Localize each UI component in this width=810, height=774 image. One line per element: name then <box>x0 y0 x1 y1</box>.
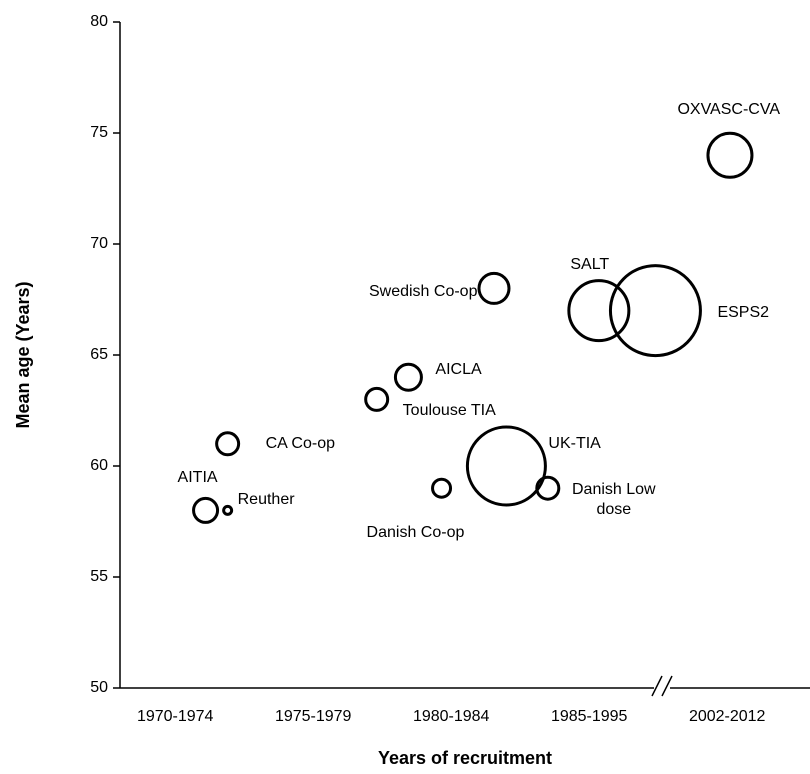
bubble <box>706 131 754 179</box>
y-tick-label: 70 <box>90 235 108 252</box>
x-tick-label: 2002-2012 <box>689 708 766 725</box>
x-axis-title: Years of recruitment <box>378 748 552 768</box>
x-tick-label: 1980-1984 <box>413 708 490 725</box>
point-label: Danish Co-op <box>366 524 465 542</box>
x-tick-label: 1970-1974 <box>137 708 214 725</box>
point-label: OXVASC-CVA <box>677 101 780 119</box>
bubble <box>215 431 241 457</box>
point-label: CA Co-op <box>265 434 335 452</box>
y-tick-label: 50 <box>90 679 108 696</box>
bubble <box>535 475 561 501</box>
y-tick-label: 65 <box>90 346 108 363</box>
point-label: Reuther <box>237 491 295 509</box>
axis-break <box>651 675 673 697</box>
y-tick-label: 75 <box>90 124 108 141</box>
point-label: Toulouse TIA <box>402 402 496 420</box>
point-label: ESPS2 <box>717 303 770 321</box>
y-tick-label: 60 <box>90 457 108 474</box>
point-label: Swedish Co-op <box>368 283 478 301</box>
point-label: AICLA <box>435 361 482 379</box>
bubble <box>393 362 423 392</box>
bubble <box>222 504 234 516</box>
bubble <box>192 496 220 524</box>
point-label: Danish Low dose <box>571 481 656 519</box>
bubble <box>477 271 511 305</box>
y-tick-label: 80 <box>90 13 108 30</box>
point-label: AITIA <box>177 469 218 487</box>
x-tick-label: 1985-1995 <box>551 708 628 725</box>
bubble <box>567 279 631 343</box>
bubble <box>608 264 702 358</box>
bubble <box>465 425 547 507</box>
y-tick-label: 55 <box>90 568 108 585</box>
x-tick-label: 1975-1979 <box>275 708 352 725</box>
point-label: SALT <box>570 255 610 273</box>
bubble <box>431 477 453 499</box>
y-axis-title: Mean age (Years) <box>13 281 33 428</box>
bubble <box>364 386 390 412</box>
point-label: UK-TIA <box>548 435 601 452</box>
